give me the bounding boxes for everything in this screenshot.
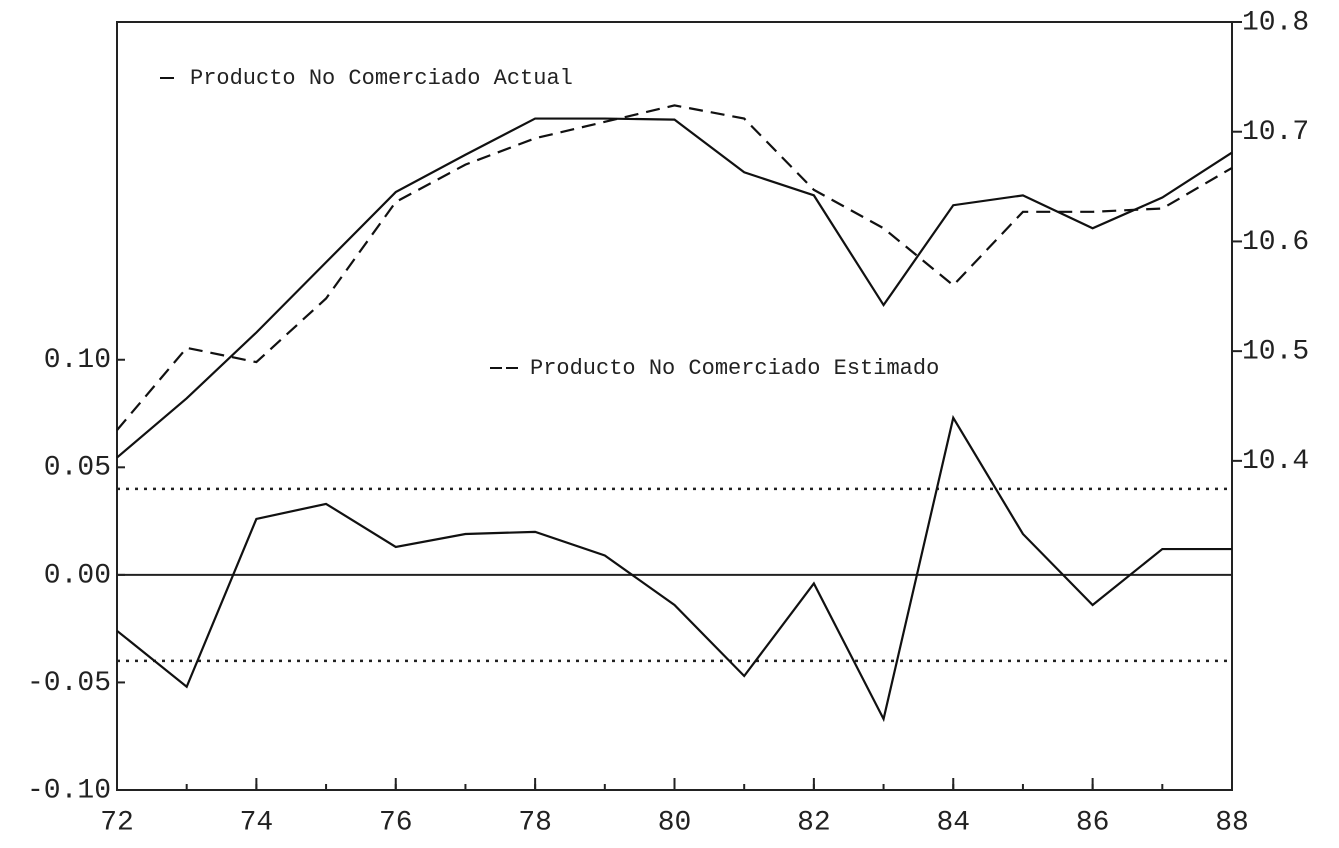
x-tick-label: 72 — [100, 807, 134, 838]
y-tick-label: 0.05 — [44, 453, 111, 484]
series-line — [116, 414, 1232, 723]
series-line — [116, 104, 1233, 431]
x-tick-label: 84 — [936, 807, 970, 838]
x-tick-label: 88 — [1215, 807, 1249, 838]
legend-label: Producto No Comerciado Actual — [190, 66, 573, 91]
legend-label: Producto No Comerciado Estimado — [530, 356, 939, 381]
y2-tick-label: 10.8 — [1242, 7, 1309, 38]
y-tick-label: 0.00 — [44, 560, 111, 591]
y2-tick-label: 10.7 — [1242, 117, 1309, 148]
x-tick-label: 82 — [797, 807, 831, 838]
y2-tick-label: 10.5 — [1242, 337, 1309, 368]
y2-tick-label: 10.6 — [1242, 227, 1309, 258]
x-tick-label: 76 — [379, 807, 413, 838]
y2-tick-label: 10.4 — [1242, 446, 1309, 477]
plot-frame — [116, 21, 1233, 791]
x-tick-label: 74 — [240, 807, 274, 838]
x-tick-label: 80 — [658, 807, 692, 838]
y-tick-label: -0.05 — [27, 668, 111, 699]
y-tick-label: 0.10 — [44, 345, 111, 376]
x-tick-label: 78 — [518, 807, 552, 838]
series-line — [116, 117, 1233, 459]
y-tick-label: -0.10 — [27, 775, 111, 806]
x-tick-label: 86 — [1076, 807, 1110, 838]
